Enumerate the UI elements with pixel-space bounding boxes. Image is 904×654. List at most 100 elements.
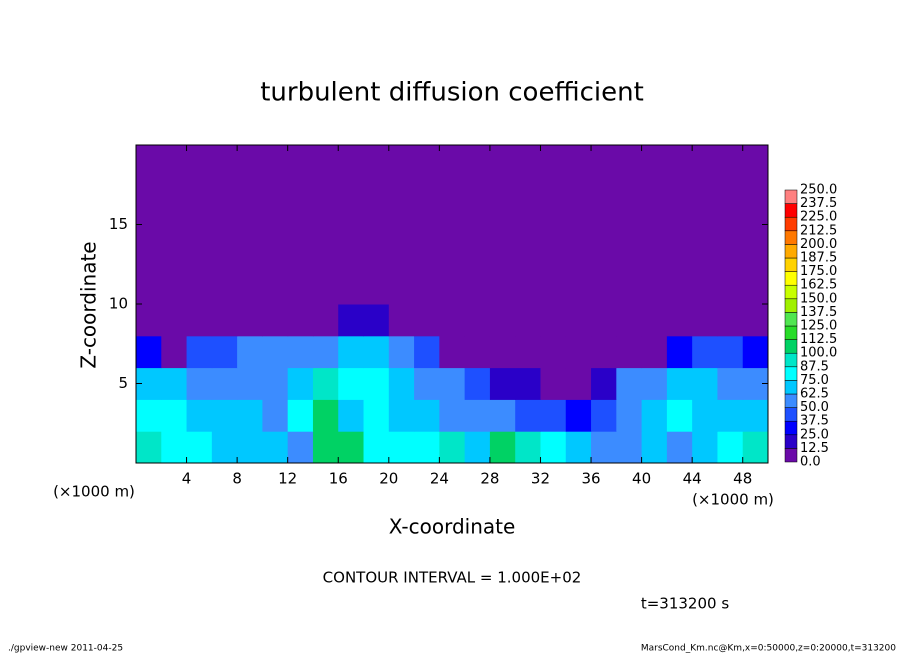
x-tick-label: 36 xyxy=(581,470,600,488)
cell xyxy=(591,431,617,464)
cell xyxy=(540,399,567,432)
cell xyxy=(414,335,440,369)
x-tick-label: 28 xyxy=(480,470,499,488)
x-tick-label: 4 xyxy=(182,470,192,488)
cell xyxy=(616,367,643,400)
cell xyxy=(641,399,668,432)
cell xyxy=(414,304,440,337)
cell xyxy=(489,431,516,464)
cell xyxy=(186,335,213,369)
colorbar-label: 37.5 xyxy=(800,414,829,429)
cell xyxy=(717,399,744,432)
cell xyxy=(540,335,567,369)
cell xyxy=(161,399,188,432)
cell xyxy=(363,335,390,369)
cell xyxy=(591,335,617,369)
colorbar-swatch xyxy=(784,189,798,204)
colorbar-label: 212.5 xyxy=(800,223,837,238)
cell xyxy=(338,367,365,400)
colorbar-label: 62.5 xyxy=(800,387,829,402)
footer-left: ./gpview-new 2011-04-25 xyxy=(8,644,123,654)
cell xyxy=(692,145,718,305)
colorbar-swatch xyxy=(784,393,798,408)
colorbar-swatch xyxy=(784,339,798,354)
cell xyxy=(565,367,592,400)
cell xyxy=(237,431,263,464)
cell xyxy=(616,431,643,464)
colorbar-label: 137.5 xyxy=(800,305,837,320)
cell xyxy=(591,145,617,305)
colorbar-swatch xyxy=(784,230,798,245)
cell xyxy=(565,145,592,305)
colorbar-label: 100.0 xyxy=(800,346,837,361)
cell xyxy=(287,304,314,337)
cell xyxy=(211,145,238,305)
cell xyxy=(742,335,769,369)
x-axis-title: X-coordinate xyxy=(389,515,516,539)
colorbar-label: 12.5 xyxy=(800,441,829,456)
cell xyxy=(742,399,769,432)
cell xyxy=(540,304,567,337)
cell xyxy=(237,399,263,432)
cell xyxy=(287,335,314,369)
cell xyxy=(186,367,213,400)
x-tick-label: 8 xyxy=(232,470,242,488)
cell xyxy=(262,399,289,432)
colorbar-swatch xyxy=(784,298,798,313)
x-tick-label: 24 xyxy=(430,470,449,488)
colorbar-label: 50.0 xyxy=(800,400,829,415)
cell xyxy=(262,335,289,369)
cell xyxy=(136,335,162,369)
cell xyxy=(211,304,238,337)
cell xyxy=(666,367,693,400)
cell xyxy=(666,304,693,337)
cell xyxy=(489,145,516,305)
colorbar-swatch xyxy=(784,312,798,327)
colorbar-swatch xyxy=(784,380,798,395)
cell xyxy=(591,367,617,400)
cell xyxy=(666,335,693,369)
cell xyxy=(439,304,466,337)
colorbar-swatch xyxy=(784,284,798,300)
chart-title: turbulent diffusion coefficient xyxy=(260,78,644,108)
cell xyxy=(591,304,617,337)
colorbar-label: 75.0 xyxy=(800,373,829,388)
cell xyxy=(515,145,541,305)
cell xyxy=(666,399,693,432)
colorbar-swatch xyxy=(784,325,798,340)
cell xyxy=(363,399,390,432)
cell xyxy=(464,399,491,432)
colorbar-swatch xyxy=(784,216,798,232)
cell xyxy=(388,335,415,369)
y-tick-label: 5 xyxy=(118,374,128,392)
cell xyxy=(363,145,390,305)
cell xyxy=(641,335,668,369)
cell xyxy=(414,145,440,305)
x-tick-label: 20 xyxy=(379,470,398,488)
y-tick-label: 10 xyxy=(109,295,128,313)
y-tick-label: 15 xyxy=(109,215,128,233)
colorbar-label: 250.0 xyxy=(800,183,837,198)
cell xyxy=(211,431,238,464)
colorbar-swatch xyxy=(784,366,798,381)
cell xyxy=(540,367,567,400)
cell xyxy=(616,145,643,305)
cell xyxy=(161,367,188,400)
x-tick-label: 16 xyxy=(329,470,348,488)
cell xyxy=(666,431,693,464)
cell xyxy=(211,335,238,369)
cell xyxy=(439,431,466,464)
cell xyxy=(414,367,440,400)
cell xyxy=(641,304,668,337)
cell xyxy=(388,304,415,337)
cell xyxy=(262,367,289,400)
cell xyxy=(515,367,541,400)
cell xyxy=(591,399,617,432)
colorbar-label: 175.0 xyxy=(800,264,837,279)
cell xyxy=(287,399,314,432)
colorbar-swatch xyxy=(784,203,798,218)
colorbar-swatch xyxy=(784,244,798,259)
cell xyxy=(414,431,440,464)
cell xyxy=(186,304,213,337)
y-axis-title: Z-coordinate xyxy=(77,241,101,368)
